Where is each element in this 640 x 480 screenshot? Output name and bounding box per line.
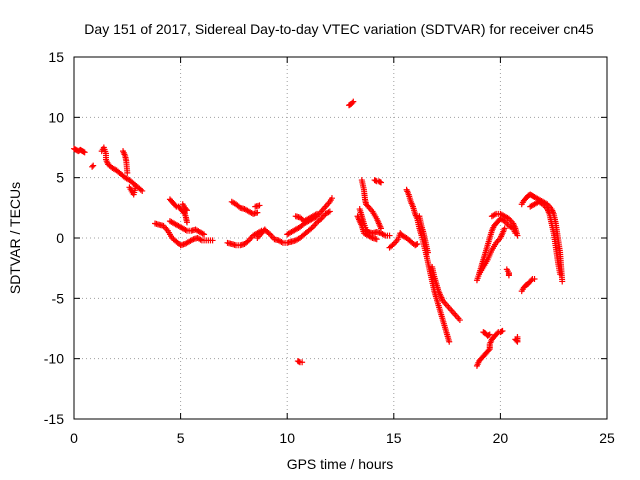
data-point	[501, 225, 508, 232]
data-point	[378, 179, 385, 186]
tick-labels: 0 5 10 15 20 25 -15 -10 -5 0 5 10 15	[44, 49, 615, 446]
data-point	[376, 178, 383, 185]
data-point	[505, 272, 512, 279]
data-point	[446, 338, 453, 345]
plot-frame	[73, 56, 608, 420]
axis-ticks	[73, 56, 608, 420]
data-point	[349, 99, 356, 106]
data-point	[254, 209, 261, 216]
data-point	[456, 317, 463, 324]
data-point	[89, 163, 96, 170]
chart-title: Day 151 of 2017, Sidereal Day-to-day VTE…	[84, 21, 594, 37]
y-tick-label: -15	[44, 411, 64, 427]
data-point	[328, 195, 335, 202]
data-point	[486, 331, 493, 338]
x-tick-label: 25	[599, 430, 615, 446]
data-point	[201, 231, 208, 238]
y-tick-label: 5	[56, 170, 64, 186]
x-tick-label: 5	[177, 430, 185, 446]
data-point	[373, 236, 380, 243]
y-tick-label: 10	[48, 109, 64, 125]
data-point	[314, 210, 321, 217]
data-point	[299, 359, 306, 366]
data-point	[183, 207, 190, 214]
y-axis-label: SDTVAR / TECUs	[7, 182, 23, 294]
data-point	[256, 202, 263, 209]
x-tick-label: 20	[493, 430, 509, 446]
y-tick-label: -5	[52, 290, 65, 306]
grid-lines	[74, 57, 607, 419]
data-point	[80, 148, 87, 155]
data-point	[261, 226, 268, 233]
data-point	[485, 332, 492, 339]
y-tick-label: -10	[44, 351, 64, 367]
data-point	[514, 232, 521, 239]
x-tick-label: 15	[386, 430, 402, 446]
data-point	[372, 177, 379, 184]
data-point	[295, 358, 302, 365]
data-point	[90, 162, 97, 169]
y-tick-label: 0	[56, 230, 64, 246]
data-point	[132, 183, 139, 190]
data-point	[183, 219, 190, 226]
data-point	[494, 330, 501, 337]
data-points	[71, 98, 566, 369]
data-point	[386, 232, 393, 239]
x-axis-label: GPS time / hours	[287, 456, 394, 472]
data-point	[485, 347, 492, 354]
x-tick-label: 10	[279, 430, 295, 446]
data-point	[514, 333, 521, 340]
data-point	[350, 98, 357, 105]
data-point	[414, 241, 421, 248]
data-point	[326, 208, 333, 215]
data-point	[180, 209, 187, 216]
data-point	[557, 271, 564, 278]
data-point	[209, 237, 216, 244]
x-tick-label: 0	[70, 430, 78, 446]
data-point	[81, 149, 88, 156]
data-point	[424, 249, 431, 256]
data-point	[139, 187, 146, 194]
y-tick-label: 15	[48, 49, 64, 65]
data-point	[182, 206, 189, 213]
data-point	[172, 202, 179, 209]
data-point	[413, 241, 420, 248]
data-point	[559, 278, 566, 285]
data-point	[124, 169, 131, 176]
data-point	[499, 327, 506, 334]
data-point	[531, 276, 538, 283]
data-point	[260, 227, 267, 234]
data-point	[498, 328, 505, 335]
data-point	[378, 225, 385, 232]
data-point	[528, 277, 535, 284]
